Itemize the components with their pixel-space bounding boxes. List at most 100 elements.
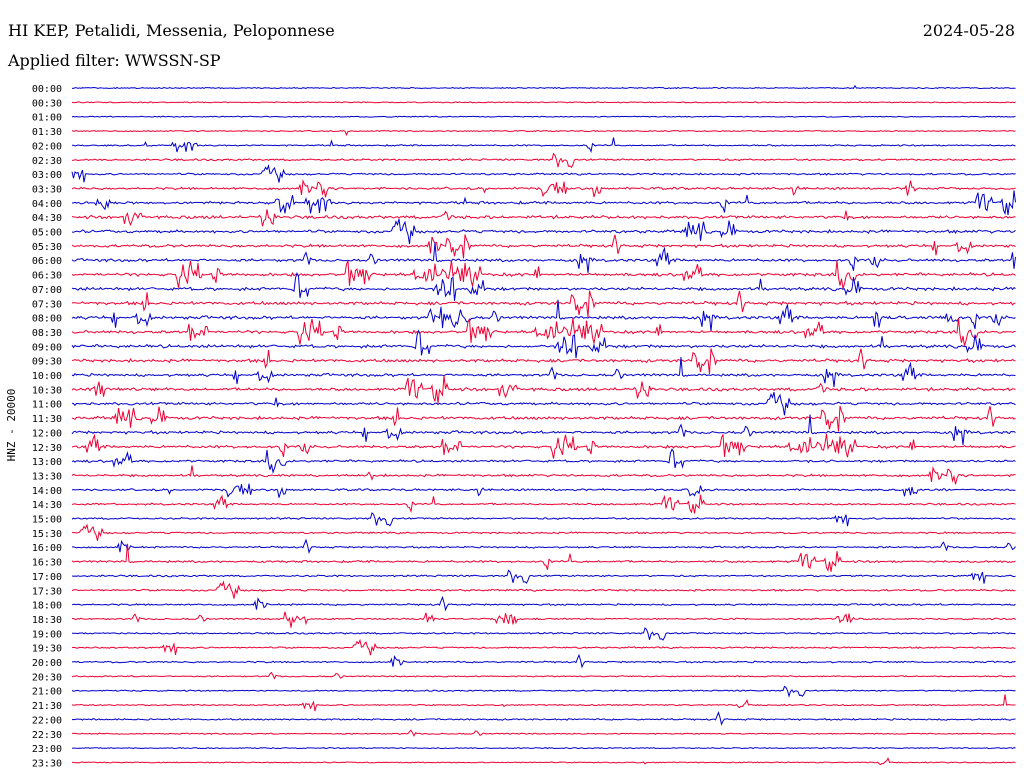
trace-line	[71, 190, 1016, 216]
trace-line	[71, 448, 1016, 475]
trace-line	[71, 357, 1016, 388]
trace-group	[71, 84, 1016, 766]
time-label: 20:30	[32, 672, 62, 683]
time-label: 22:30	[32, 730, 62, 741]
trace-line	[71, 271, 1016, 301]
time-label: 17:30	[32, 586, 62, 597]
time-label: 13:30	[32, 471, 62, 482]
trace-line	[71, 569, 1016, 584]
time-label: 18:30	[32, 615, 62, 626]
trace-line	[71, 414, 1016, 446]
trace-line	[71, 405, 1016, 432]
time-label: 04:00	[32, 199, 62, 210]
time-label: 08:00	[32, 314, 62, 325]
time-label: 09:30	[32, 357, 62, 368]
time-label: 09:00	[32, 342, 62, 353]
trace-line	[71, 711, 1016, 726]
trace-line	[72, 694, 1016, 712]
trace-line	[71, 543, 1016, 572]
trace-line	[71, 234, 1016, 259]
time-label: 15:30	[32, 529, 62, 540]
trace-line	[72, 653, 1016, 669]
trace-line	[71, 685, 1016, 698]
trace-line	[71, 494, 1016, 514]
time-label: 17:00	[32, 572, 62, 583]
trace-line	[71, 260, 1016, 289]
time-label: 14:00	[32, 486, 62, 497]
time-label: 15:00	[32, 515, 62, 526]
time-label: 06:00	[32, 256, 62, 267]
time-label: 19:00	[32, 629, 62, 640]
time-label: 16:30	[32, 558, 62, 569]
time-label: 08:30	[32, 328, 62, 339]
time-label: 11:30	[32, 414, 62, 425]
trace-line	[71, 164, 1016, 183]
time-label: 12:00	[32, 428, 62, 439]
trace-line	[71, 638, 1016, 656]
trace-line	[71, 129, 1016, 137]
trace-line	[71, 299, 1016, 332]
trace-line	[71, 595, 1016, 612]
time-label: 21:30	[32, 701, 62, 712]
time-label: 01:30	[32, 127, 62, 138]
trace-line	[71, 329, 1016, 359]
trace-line	[71, 242, 1016, 273]
trace-line	[71, 318, 1016, 346]
station-title: HI KEP, Petalidi, Messenia, Peloponnese	[8, 21, 335, 40]
trace-line	[72, 538, 1016, 555]
time-label: 23:00	[32, 744, 62, 755]
trace-line	[71, 465, 1016, 485]
trace-line	[71, 757, 1016, 766]
time-label: 16:00	[32, 543, 62, 554]
time-label: 07:30	[32, 299, 62, 310]
trace-line	[71, 511, 1016, 527]
time-label: 02:30	[32, 156, 62, 167]
trace-line	[71, 152, 1016, 169]
trace-line	[71, 348, 1016, 375]
trace-line	[72, 729, 1016, 737]
filter-label: Applied filter: WWSSN-SP	[8, 51, 221, 70]
time-label: 10:30	[32, 385, 62, 396]
trace-line	[71, 611, 1016, 628]
time-label: 18:00	[32, 601, 62, 612]
time-label-group: 00:00 00:30 01:00 01:30 02:00 02:30 03:00 03:30…	[32, 84, 62, 769]
trace-line	[71, 209, 1016, 227]
trace-line	[71, 747, 1016, 750]
trace-line	[71, 627, 1016, 641]
time-label: 22:00	[32, 715, 62, 726]
time-label: 00:30	[32, 98, 62, 109]
trace-line	[71, 580, 1016, 599]
time-label: 01:00	[32, 113, 62, 124]
trace-line	[71, 433, 1016, 459]
time-label: 14:30	[32, 500, 62, 511]
trace-line	[71, 375, 1016, 404]
trace-line	[71, 392, 1016, 416]
time-label: 21:00	[32, 687, 62, 698]
time-label: 10:00	[32, 371, 62, 382]
time-label: 05:30	[32, 242, 62, 253]
time-label: 07:00	[32, 285, 62, 296]
time-label: 13:00	[32, 457, 62, 468]
trace-line	[71, 137, 1016, 154]
trace-line	[72, 84, 1016, 90]
trace-line	[71, 290, 1016, 318]
y-axis-label: HNZ - 20000	[5, 389, 18, 462]
time-label: 03:30	[32, 184, 62, 195]
trace-line	[71, 101, 1016, 104]
date-label: 2024-05-28	[922, 21, 1015, 40]
trace-line	[71, 178, 1016, 198]
time-label: 06:30	[32, 271, 62, 282]
trace-line	[71, 671, 1016, 680]
time-label: 20:00	[32, 658, 62, 669]
trace-line	[71, 115, 1016, 118]
time-label: 02:00	[32, 141, 62, 152]
trace-line	[72, 523, 1016, 541]
time-label: 04:30	[32, 213, 62, 224]
time-label: 19:30	[32, 644, 62, 655]
time-label: 05:00	[32, 228, 62, 239]
trace-line	[71, 218, 1016, 245]
time-label: 12:30	[32, 443, 62, 454]
time-label: 03:00	[32, 170, 62, 181]
time-label: 00:00	[32, 84, 62, 95]
